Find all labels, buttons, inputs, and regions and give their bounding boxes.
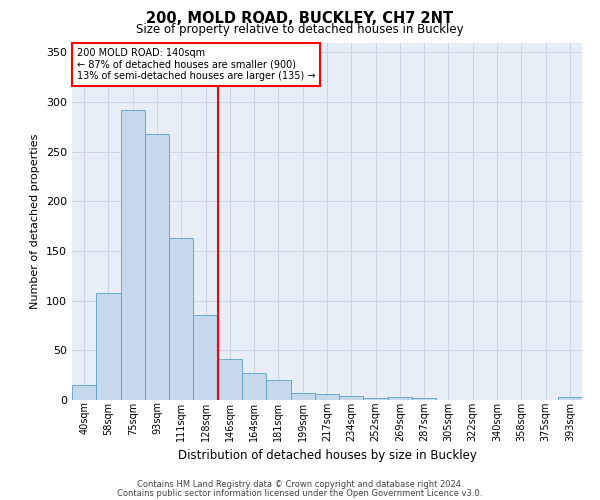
- Bar: [169, 238, 193, 400]
- Text: Size of property relative to detached houses in Buckley: Size of property relative to detached ho…: [136, 22, 464, 36]
- Bar: [339, 396, 364, 400]
- Text: Contains HM Land Registry data © Crown copyright and database right 2024.: Contains HM Land Registry data © Crown c…: [137, 480, 463, 489]
- Bar: [96, 293, 121, 400]
- Text: Contains public sector information licensed under the Open Government Licence v3: Contains public sector information licen…: [118, 489, 482, 498]
- Bar: [412, 398, 436, 400]
- Bar: [558, 397, 582, 400]
- Bar: [242, 373, 266, 400]
- Bar: [145, 134, 169, 400]
- Bar: [218, 360, 242, 400]
- Y-axis label: Number of detached properties: Number of detached properties: [31, 134, 40, 309]
- Bar: [121, 110, 145, 400]
- Bar: [388, 397, 412, 400]
- Text: 200, MOLD ROAD, BUCKLEY, CH7 2NT: 200, MOLD ROAD, BUCKLEY, CH7 2NT: [146, 11, 454, 26]
- Bar: [193, 314, 218, 400]
- Bar: [315, 394, 339, 400]
- Text: 200 MOLD ROAD: 140sqm
← 87% of detached houses are smaller (900)
13% of semi-det: 200 MOLD ROAD: 140sqm ← 87% of detached …: [77, 48, 316, 81]
- X-axis label: Distribution of detached houses by size in Buckley: Distribution of detached houses by size …: [178, 449, 476, 462]
- Bar: [290, 393, 315, 400]
- Bar: [364, 398, 388, 400]
- Bar: [72, 385, 96, 400]
- Bar: [266, 380, 290, 400]
